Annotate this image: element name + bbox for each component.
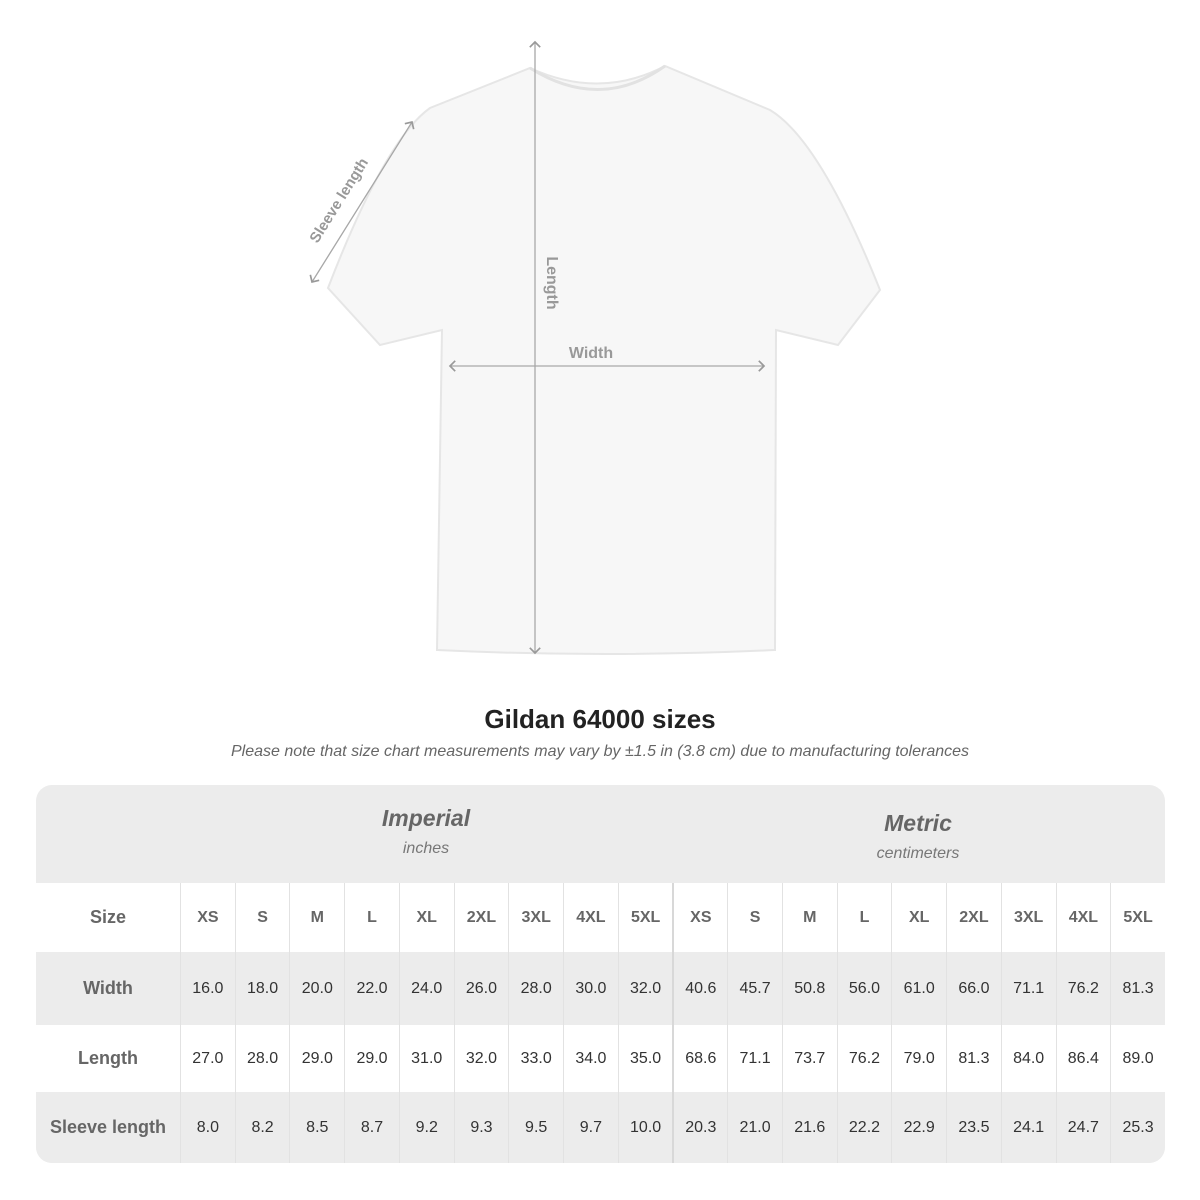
imperial-value: 9.3 bbox=[453, 1092, 509, 1163]
imperial-value: 8.7 bbox=[344, 1092, 399, 1163]
imperial-value: 26.0 bbox=[453, 952, 509, 1025]
size-header: XS bbox=[180, 883, 235, 952]
size-header: 4XL bbox=[1055, 883, 1111, 952]
metric-value: 61.0 bbox=[891, 952, 946, 1025]
imperial-header: Imperial inches bbox=[180, 805, 672, 903]
imperial-value: 9.2 bbox=[398, 1092, 454, 1163]
imperial-value: 33.0 bbox=[508, 1025, 563, 1092]
imperial-value: 29.0 bbox=[289, 1025, 344, 1092]
size-header: L bbox=[344, 883, 399, 952]
metric-value: 73.7 bbox=[781, 1025, 837, 1092]
metric-value: 79.0 bbox=[891, 1025, 946, 1092]
metric-value: 71.1 bbox=[1000, 952, 1056, 1025]
size-header: XL bbox=[398, 883, 454, 952]
size-header: 5XL bbox=[617, 883, 673, 952]
table-row: Width 16.0 18.0 20.0 22.0 24.0 26.0 28.0 30.0 32.… bbox=[36, 952, 1165, 1025]
imperial-value: 8.5 bbox=[289, 1092, 344, 1163]
imperial-value: 24.0 bbox=[398, 952, 454, 1025]
length-label: Length bbox=[543, 256, 560, 309]
imperial-value: 22.0 bbox=[344, 952, 399, 1025]
metric-value: 86.4 bbox=[1055, 1025, 1111, 1092]
metric-value: 50.8 bbox=[781, 952, 837, 1025]
imperial-value: 9.5 bbox=[508, 1092, 563, 1163]
metric-value: 81.3 bbox=[1110, 952, 1165, 1025]
imperial-value: 28.0 bbox=[234, 1025, 290, 1092]
imperial-value: 10.0 bbox=[617, 1092, 673, 1163]
metric-value: 21.6 bbox=[781, 1092, 837, 1163]
metric-heading: Metric bbox=[884, 810, 952, 836]
size-header: M bbox=[289, 883, 344, 952]
imperial-value: 28.0 bbox=[508, 952, 563, 1025]
table-row: Length 27.0 28.0 29.0 29.0 31.0 32.0 33.0 34.0 35… bbox=[36, 1025, 1165, 1092]
row-label: Length bbox=[78, 1048, 138, 1068]
imperial-value: 34.0 bbox=[563, 1025, 618, 1092]
imperial-value: 8.0 bbox=[180, 1092, 235, 1163]
metric-value: 71.1 bbox=[727, 1025, 782, 1092]
imperial-value: 16.0 bbox=[180, 952, 235, 1025]
table-row: Sleeve length 8.0 8.2 8.5 8.7 9.2 9.3 9.5 9.7 10.… bbox=[36, 1092, 1165, 1163]
metric-value: 45.7 bbox=[727, 952, 782, 1025]
imperial-heading: Imperial bbox=[381, 805, 471, 831]
metric-value: 76.2 bbox=[1055, 952, 1111, 1025]
metric-value: 81.3 bbox=[946, 1025, 1001, 1092]
imperial-value: 27.0 bbox=[180, 1025, 235, 1092]
tshirt-diagram: Length Width Sleeve length bbox=[306, 40, 882, 655]
size-header: L bbox=[836, 883, 892, 952]
metric-value: 66.0 bbox=[946, 952, 1001, 1025]
size-table: Imperial inches Metric centimeters Size X… bbox=[36, 785, 1165, 1163]
metric-value: 20.3 bbox=[672, 1092, 727, 1163]
row-label: Size bbox=[89, 907, 127, 927]
size-header-row: Size XS S M L XL 2XL 3XL 4XL 5XL XS S M L XL 2XL 3XL 4XL 5… bbox=[36, 883, 1165, 952]
imperial-value: 29.0 bbox=[344, 1025, 399, 1092]
size-header: 5XL bbox=[1110, 883, 1165, 952]
metric-value: 24.1 bbox=[1000, 1092, 1056, 1163]
imperial-value: 8.2 bbox=[234, 1092, 290, 1163]
width-label: Width bbox=[569, 345, 613, 362]
metric-value: 24.7 bbox=[1055, 1092, 1111, 1163]
imperial-unit: inches bbox=[402, 840, 450, 857]
size-header: S bbox=[234, 883, 290, 952]
metric-value: 84.0 bbox=[1000, 1025, 1056, 1092]
metric-value: 22.2 bbox=[836, 1092, 892, 1163]
size-header: 4XL bbox=[563, 883, 618, 952]
metric-value: 89.0 bbox=[1110, 1025, 1165, 1092]
size-header: XL bbox=[891, 883, 946, 952]
metric-value: 25.3 bbox=[1110, 1092, 1165, 1163]
size-header: 3XL bbox=[508, 883, 563, 952]
size-header: 3XL bbox=[1000, 883, 1056, 952]
imperial-value: 32.0 bbox=[617, 952, 673, 1025]
page-title: Gildan 64000 sizes bbox=[484, 704, 716, 734]
metric-value: 40.6 bbox=[672, 952, 727, 1025]
size-header: S bbox=[727, 883, 782, 952]
imperial-value: 31.0 bbox=[398, 1025, 454, 1092]
imperial-value: 18.0 bbox=[234, 952, 290, 1025]
metric-value: 68.6 bbox=[672, 1025, 727, 1092]
size-header: XS bbox=[672, 883, 727, 952]
metric-value: 23.5 bbox=[946, 1092, 1001, 1163]
imperial-value: 35.0 bbox=[617, 1025, 673, 1092]
metric-value: 22.9 bbox=[891, 1092, 946, 1163]
size-header: M bbox=[781, 883, 837, 952]
metric-unit: centimeters bbox=[876, 845, 960, 862]
size-header: 2XL bbox=[946, 883, 1001, 952]
imperial-value: 20.0 bbox=[289, 952, 344, 1025]
row-label: Width bbox=[83, 978, 133, 998]
size-header: 2XL bbox=[453, 883, 509, 952]
imperial-value: 9.7 bbox=[563, 1092, 618, 1163]
metric-header: Metric centimeters bbox=[672, 810, 1164, 908]
row-label: Sleeve length bbox=[49, 1117, 167, 1137]
imperial-value: 32.0 bbox=[453, 1025, 509, 1092]
metric-value: 76.2 bbox=[836, 1025, 892, 1092]
metric-value: 21.0 bbox=[727, 1092, 782, 1163]
metric-value: 56.0 bbox=[836, 952, 892, 1025]
tolerance-note: Please note that size chart measurements… bbox=[230, 743, 970, 760]
imperial-value: 30.0 bbox=[563, 952, 618, 1025]
